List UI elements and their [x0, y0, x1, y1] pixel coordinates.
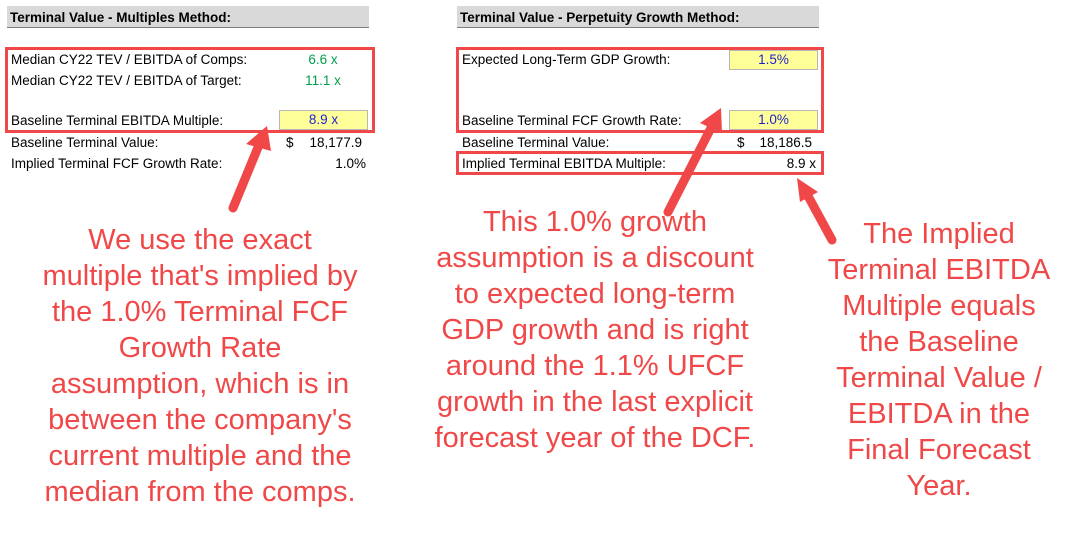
callout-line: Final Forecast [847, 434, 1031, 466]
median-target-label: Median CY22 TEV / EBITDA of Target: [11, 73, 242, 88]
fcf-growth-input[interactable]: 1.0% [729, 110, 818, 130]
callout-line: forecast year of the DCF. [434, 422, 756, 454]
callout-line: Terminal EBITDA [827, 254, 1051, 286]
baseline-tv-value-right[interactable]: 18,186.5 [759, 135, 812, 150]
right-callout: The Implied Terminal EBITDA Multiple equ… [800, 216, 1074, 504]
middle-arrow-head [700, 108, 722, 133]
median-comps-label: Median CY22 TEV / EBITDA of Comps: [11, 52, 248, 67]
callout-line: growth in the last explicit [437, 386, 753, 418]
multiples-method-header: Terminal Value - Multiples Method: [7, 6, 369, 28]
callout-line: The Implied [863, 218, 1015, 250]
callout-line: the Baseline [859, 326, 1019, 358]
baseline-tv-label-left: Baseline Terminal Value: [11, 135, 159, 150]
callout-line: around the 1.1% UFCF [445, 350, 745, 382]
perpetuity-method-header: Terminal Value - Perpetuity Growth Metho… [457, 6, 819, 28]
baseline-multiple-label: Baseline Terminal EBITDA Multiple: [11, 113, 224, 128]
baseline-tv-currency-left: $ [286, 135, 294, 150]
baseline-tv-label-right: Baseline Terminal Value: [462, 135, 610, 150]
middle-arrow [663, 121, 717, 217]
implied-multiple-label: Implied Terminal EBITDA Multiple: [462, 156, 666, 171]
callout-line: median from the comps. [44, 476, 356, 508]
callout-line: the 1.0% Terminal FCF [51, 296, 349, 328]
callout-line: We use the exact [88, 224, 312, 256]
baseline-multiple-input[interactable]: 8.9 x [279, 110, 368, 130]
perpetuity-inputs-highlight-box [456, 47, 824, 133]
callout-line: Terminal Value / [836, 362, 1042, 394]
median-comps-value[interactable]: 6.6 x [308, 52, 338, 67]
left-arrow [228, 140, 264, 213]
left-callout: We use the exact multiple that's implied… [20, 222, 380, 510]
callout-line: EBITDA in the [847, 398, 1031, 430]
fcf-growth-label: Baseline Terminal FCF Growth Rate: [462, 113, 682, 128]
callout-line: Multiple equals [842, 290, 1036, 322]
right-arrow [803, 191, 837, 245]
implied-growth-value[interactable]: 1.0% [335, 156, 366, 171]
callout-line: Year. [906, 470, 972, 502]
baseline-tv-value-left[interactable]: 18,177.9 [309, 135, 362, 150]
gdp-growth-input[interactable]: 1.5% [729, 50, 818, 70]
callout-line: current multiple and the [48, 440, 352, 472]
callout-line: assumption, which is in [50, 368, 350, 400]
callout-line: between the company's [48, 404, 352, 436]
callout-line: to expected long-term [454, 278, 736, 310]
callout-line: multiple that's implied by [42, 260, 358, 292]
median-target-value[interactable]: 11.1 x [305, 73, 341, 88]
callout-line: GDP growth and is right [441, 314, 749, 346]
implied-growth-label: Implied Terminal FCF Growth Rate: [11, 156, 223, 171]
right-arrow-head [797, 178, 818, 202]
implied-multiple-highlight-box [456, 151, 824, 175]
callout-line: This 1.0% growth [482, 206, 708, 238]
left-arrow-head [246, 126, 271, 151]
implied-multiple-value[interactable]: 8.9 x [786, 156, 816, 171]
baseline-tv-currency-right: $ [737, 135, 745, 150]
callout-line: assumption is a discount [436, 242, 754, 274]
callout-line: Growth Rate [118, 332, 282, 364]
gdp-growth-label: Expected Long-Term GDP Growth: [462, 52, 671, 67]
left-highlight-box [5, 47, 375, 133]
middle-callout: This 1.0% growth assumption is a discoun… [410, 204, 780, 456]
